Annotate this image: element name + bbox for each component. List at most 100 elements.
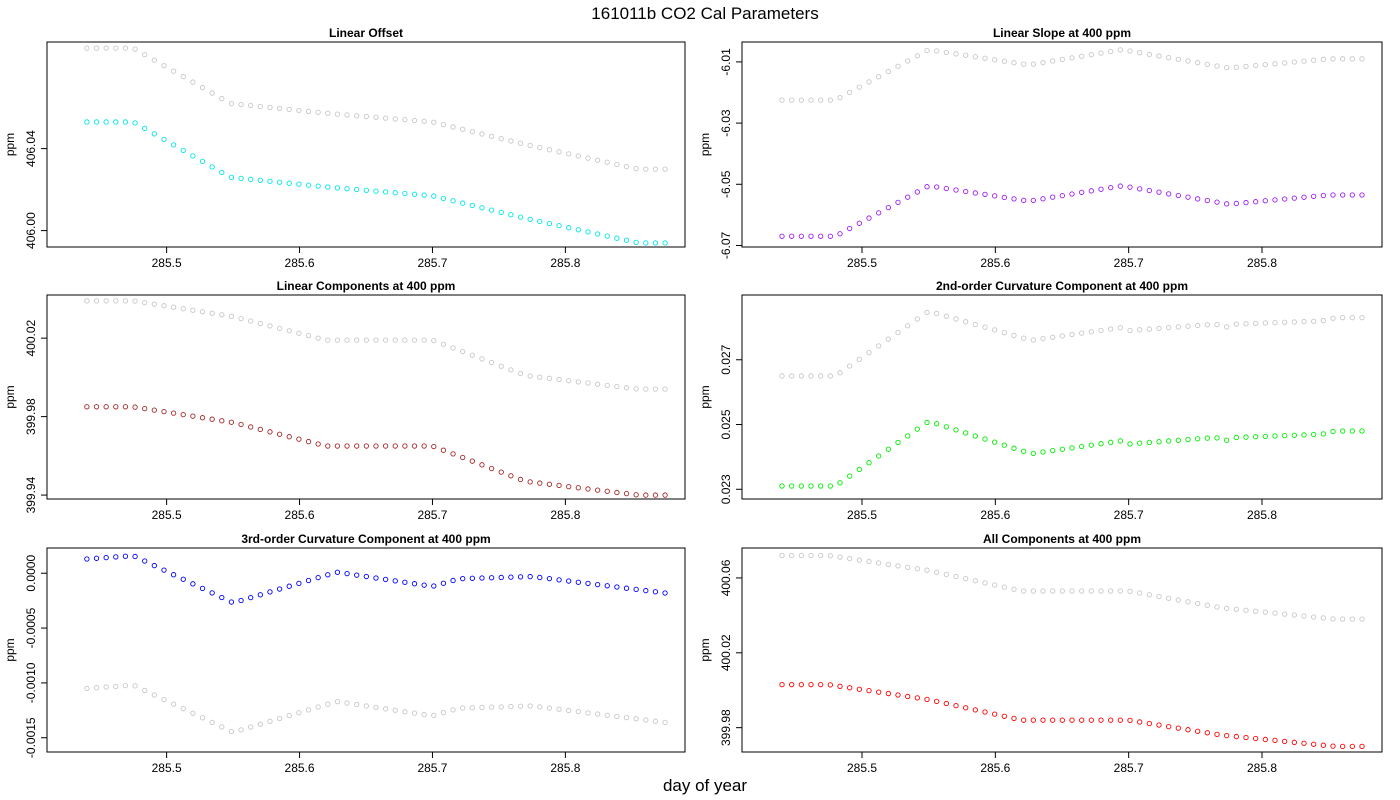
data-point — [1243, 199, 1249, 206]
reference-point — [257, 721, 263, 727]
reference-point — [161, 62, 167, 69]
reference-point — [1059, 588, 1065, 594]
reference-point — [594, 157, 601, 163]
reference-point — [344, 112, 350, 118]
data-point — [440, 195, 447, 202]
reference-point — [1320, 56, 1326, 62]
reference-point — [623, 385, 630, 391]
y-tick-label: 400.02 — [719, 634, 733, 671]
reference-point — [1069, 331, 1075, 338]
reference-point — [604, 712, 610, 718]
data-point — [392, 578, 398, 584]
data-point — [469, 202, 475, 209]
data-point — [537, 574, 543, 581]
reference-point — [1030, 337, 1036, 343]
reference-point — [1166, 324, 1172, 331]
reference-point — [546, 147, 553, 153]
data-point — [180, 147, 186, 154]
x-tick-label: 285.5 — [847, 256, 877, 270]
reference-point — [248, 318, 254, 324]
reference-point — [132, 298, 138, 304]
reference-point — [305, 333, 312, 339]
data-point — [594, 487, 601, 493]
y-tick-label: 399.98 — [719, 709, 733, 746]
reference-point — [953, 51, 959, 57]
reference-point — [789, 552, 795, 559]
data-point — [180, 576, 186, 582]
y-tick-label: -0.0010 — [24, 662, 38, 703]
data-point — [1156, 439, 1162, 445]
x-tick-label: 285.8 — [1247, 508, 1277, 522]
y-axis-label: ppm — [3, 133, 17, 156]
x-tick-label: 285.7 — [417, 256, 447, 270]
data-point — [1166, 723, 1172, 730]
data-point — [808, 681, 814, 688]
data-point — [905, 693, 911, 700]
data-point — [228, 419, 235, 425]
data-point — [1001, 442, 1007, 448]
data-point — [113, 554, 119, 560]
data-point — [286, 583, 292, 589]
data-point — [1069, 191, 1075, 197]
data-point — [953, 702, 959, 709]
data-point — [779, 483, 785, 489]
data-point — [1069, 717, 1075, 723]
reference-point — [517, 140, 524, 146]
reference-point — [1050, 588, 1056, 594]
data-point — [992, 439, 998, 445]
reference-point — [382, 115, 389, 121]
reference-point — [1088, 52, 1094, 58]
reference-point — [914, 53, 920, 59]
data-point — [373, 575, 379, 581]
data-point — [93, 555, 100, 561]
reference-point — [1195, 600, 1201, 607]
data-point — [1117, 183, 1123, 189]
reference-point — [219, 312, 225, 318]
data-point — [575, 227, 581, 233]
reference-point — [1340, 315, 1346, 321]
reference-point — [248, 102, 254, 109]
reference-point — [614, 713, 620, 720]
data-point — [1050, 447, 1056, 454]
data-point — [199, 158, 206, 165]
data-point — [1088, 188, 1094, 194]
reference-point — [122, 683, 129, 689]
reference-point — [1001, 584, 1007, 590]
reference-series — [84, 298, 668, 392]
reference-point — [257, 320, 263, 327]
data-point — [170, 410, 177, 416]
data-point — [1233, 200, 1239, 207]
reference-point — [1021, 335, 1027, 341]
reference-point — [1059, 56, 1065, 63]
main-series — [779, 419, 1365, 489]
reference-point — [566, 151, 572, 157]
data-point — [566, 225, 572, 231]
reference-point — [972, 578, 978, 584]
data-point — [488, 207, 495, 213]
y-tick-label: -6.07 — [719, 231, 733, 259]
panel-2: Linear Slope at 400 ppm ppm 285.5 285.6 285.… — [698, 26, 1383, 270]
reference-point — [972, 321, 978, 328]
data-point — [943, 185, 949, 192]
data-point — [934, 184, 940, 190]
reference-point — [914, 316, 920, 322]
data-point — [122, 553, 129, 559]
reference-point — [847, 555, 853, 562]
data-point — [837, 683, 843, 689]
data-point — [122, 404, 129, 410]
data-point — [479, 205, 485, 211]
reference-point — [1330, 56, 1336, 62]
reference-point — [132, 46, 138, 52]
reference-point — [876, 343, 882, 349]
data-point — [1040, 196, 1046, 202]
data-point — [1127, 184, 1133, 190]
data-point — [585, 486, 591, 492]
reference-point — [1011, 332, 1017, 339]
reference-point — [827, 97, 833, 103]
reference-point — [93, 298, 100, 304]
reference-point — [392, 116, 398, 122]
reference-point — [527, 703, 533, 709]
reference-point — [662, 719, 668, 726]
y-axis-label: ppm — [698, 133, 712, 156]
data-point — [248, 176, 254, 182]
